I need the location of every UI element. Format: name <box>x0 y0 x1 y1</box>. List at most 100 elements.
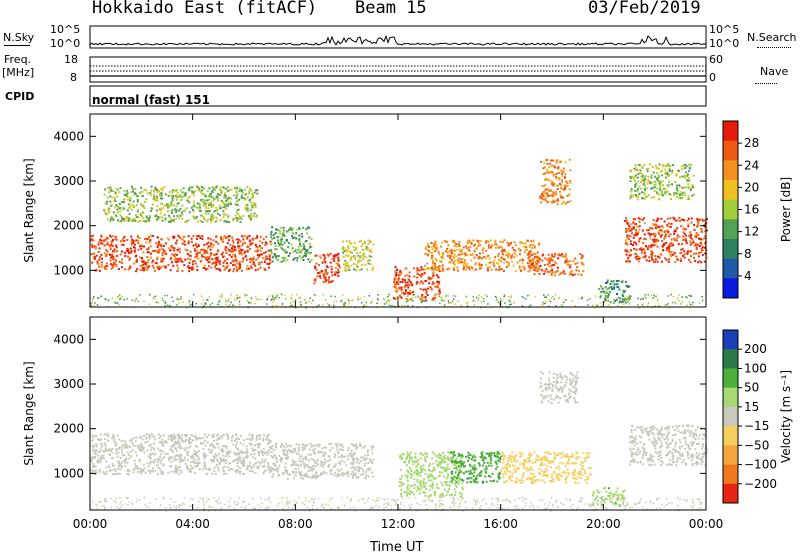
data-cell <box>325 269 327 271</box>
freq-panel-frame <box>90 57 706 82</box>
data-cell <box>206 473 208 475</box>
data-cell <box>322 448 324 450</box>
data-cell <box>487 270 489 272</box>
data-cell <box>619 297 621 299</box>
data-cell <box>515 270 517 272</box>
data-cell <box>640 188 642 190</box>
data-cell <box>149 242 151 244</box>
data-cell <box>448 300 450 302</box>
data-cell <box>172 451 174 453</box>
data-cell <box>550 301 552 303</box>
data-cell <box>545 268 547 270</box>
data-cell <box>478 298 480 300</box>
data-cell <box>239 297 241 299</box>
data-cell <box>529 269 531 271</box>
data-cell <box>699 219 701 221</box>
data-cell <box>298 460 300 462</box>
data-cell <box>217 200 219 202</box>
data-cell <box>144 207 146 209</box>
data-cell <box>550 160 552 162</box>
data-cell <box>341 444 343 446</box>
data-cell <box>634 180 636 182</box>
data-cell <box>196 250 198 252</box>
data-cell <box>143 470 145 472</box>
data-cell <box>426 291 428 293</box>
data-cell <box>493 262 495 264</box>
data-cell <box>240 471 242 473</box>
data-cell <box>253 464 255 466</box>
data-cell <box>222 265 224 267</box>
data-cell <box>245 199 247 201</box>
data-cell <box>693 224 695 226</box>
data-cell <box>359 252 361 254</box>
data-cell <box>228 215 230 217</box>
data-cell <box>513 302 515 304</box>
data-cell <box>252 239 254 241</box>
data-cell <box>412 291 414 293</box>
data-cell <box>290 302 292 304</box>
data-cell <box>179 195 181 197</box>
data-cell <box>498 259 500 261</box>
data-cell <box>262 454 264 456</box>
data-cell <box>337 272 339 274</box>
data-cell <box>206 250 208 252</box>
data-cell <box>115 260 117 262</box>
data-cell <box>253 261 255 263</box>
data-cell <box>107 251 109 253</box>
data-cell <box>225 473 227 475</box>
data-cell <box>305 228 307 230</box>
data-cell <box>653 298 655 300</box>
data-cell <box>421 268 423 270</box>
data-cell <box>435 293 437 295</box>
data-cell <box>334 472 336 474</box>
data-cell <box>192 435 194 437</box>
data-cell <box>262 466 264 468</box>
data-cell <box>298 246 300 248</box>
data-cell <box>128 457 130 459</box>
data-cell <box>210 304 212 306</box>
data-cell <box>186 467 188 469</box>
data-cell <box>693 257 695 259</box>
data-cell <box>660 253 662 255</box>
data-cell <box>655 165 657 167</box>
data-cell <box>219 462 221 464</box>
data-cell <box>100 434 102 436</box>
data-cell <box>247 465 249 467</box>
data-cell <box>154 459 156 461</box>
data-cell <box>196 206 198 208</box>
data-cell <box>545 303 547 305</box>
data-cell <box>151 261 153 263</box>
data-cell <box>262 451 264 453</box>
data-cell <box>562 171 564 173</box>
data-cell <box>92 246 94 248</box>
data-cell <box>296 453 298 455</box>
data-cell <box>630 249 632 251</box>
data-cell <box>275 296 277 298</box>
data-cell <box>258 453 260 455</box>
data-cell <box>142 220 144 222</box>
data-cell <box>424 288 426 290</box>
data-cell <box>222 252 224 254</box>
data-cell <box>661 192 663 194</box>
data-cell <box>173 204 175 206</box>
data-cell <box>698 255 700 257</box>
data-cell <box>224 248 226 250</box>
data-cell <box>162 220 164 222</box>
data-cell <box>552 296 554 298</box>
data-cell <box>690 242 692 244</box>
data-cell <box>427 249 429 251</box>
data-cell <box>157 473 159 475</box>
data-cell <box>298 444 300 446</box>
data-cell <box>227 247 229 249</box>
data-cell <box>347 459 349 461</box>
data-cell <box>135 270 137 272</box>
data-cell <box>176 298 178 300</box>
data-cell <box>183 264 185 266</box>
data-cell <box>132 188 134 190</box>
data-cell <box>304 248 306 250</box>
data-cell <box>143 435 145 437</box>
data-cell <box>674 181 676 183</box>
data-cell <box>222 256 224 258</box>
data-cell <box>298 238 300 240</box>
data-cell <box>116 250 118 252</box>
